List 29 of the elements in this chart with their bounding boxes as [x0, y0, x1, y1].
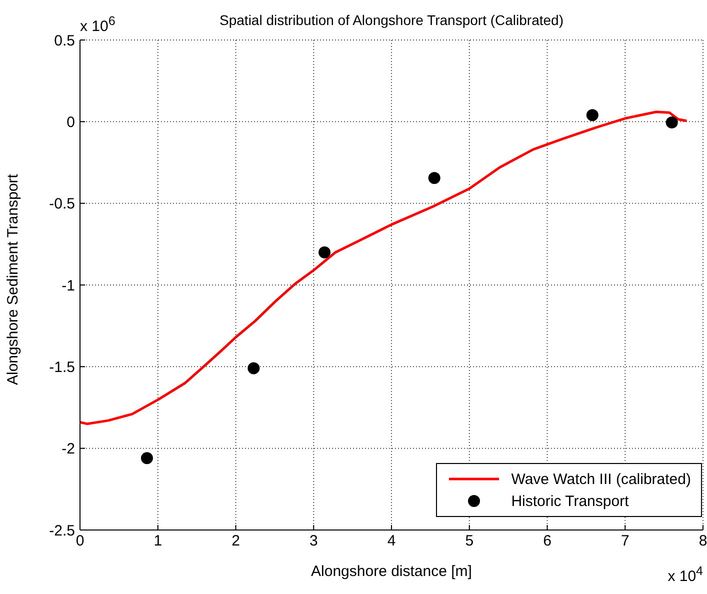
x-tick-label: 4: [387, 532, 396, 550]
x-tick-label: 7: [620, 532, 630, 550]
chart-title: Spatial distribution of Alongshore Transport (Calibrated): [220, 12, 564, 28]
y-tick-label: -1.5: [49, 358, 75, 376]
point: [428, 172, 440, 184]
x-tick-label: 8: [698, 532, 707, 550]
y-tick-label: -2: [62, 440, 75, 458]
x-tick-label: 5: [465, 532, 474, 550]
y-axis-title: Alongshore Sediment Transport: [4, 173, 22, 385]
legend-label: Historic Transport: [511, 492, 629, 510]
x-axis-title: Alongshore distance [m]: [311, 563, 472, 580]
legend-label: Wave Watch III (calibrated): [511, 470, 691, 488]
point: [140, 452, 153, 464]
y-tick-label: -1: [62, 277, 75, 294]
point: [666, 116, 678, 128]
x-tick-label: 2: [232, 532, 240, 550]
y-tick-label: 0.5: [54, 32, 75, 50]
line-series: [80, 110, 688, 426]
y-tick-label: 0: [66, 114, 75, 131]
point: [586, 109, 598, 122]
y-tick-label: -0.5: [49, 196, 75, 213]
x-tick-label: 6: [543, 532, 552, 550]
text: x 10$^{4}$: [668, 564, 703, 585]
x-tick-label: 1: [154, 532, 162, 550]
text: x 10$^{6}$: [80, 14, 116, 35]
point: [318, 246, 331, 258]
point: [248, 362, 260, 374]
y-tick-label: -2.5: [49, 522, 75, 540]
x-tick-label: 3: [309, 532, 318, 550]
